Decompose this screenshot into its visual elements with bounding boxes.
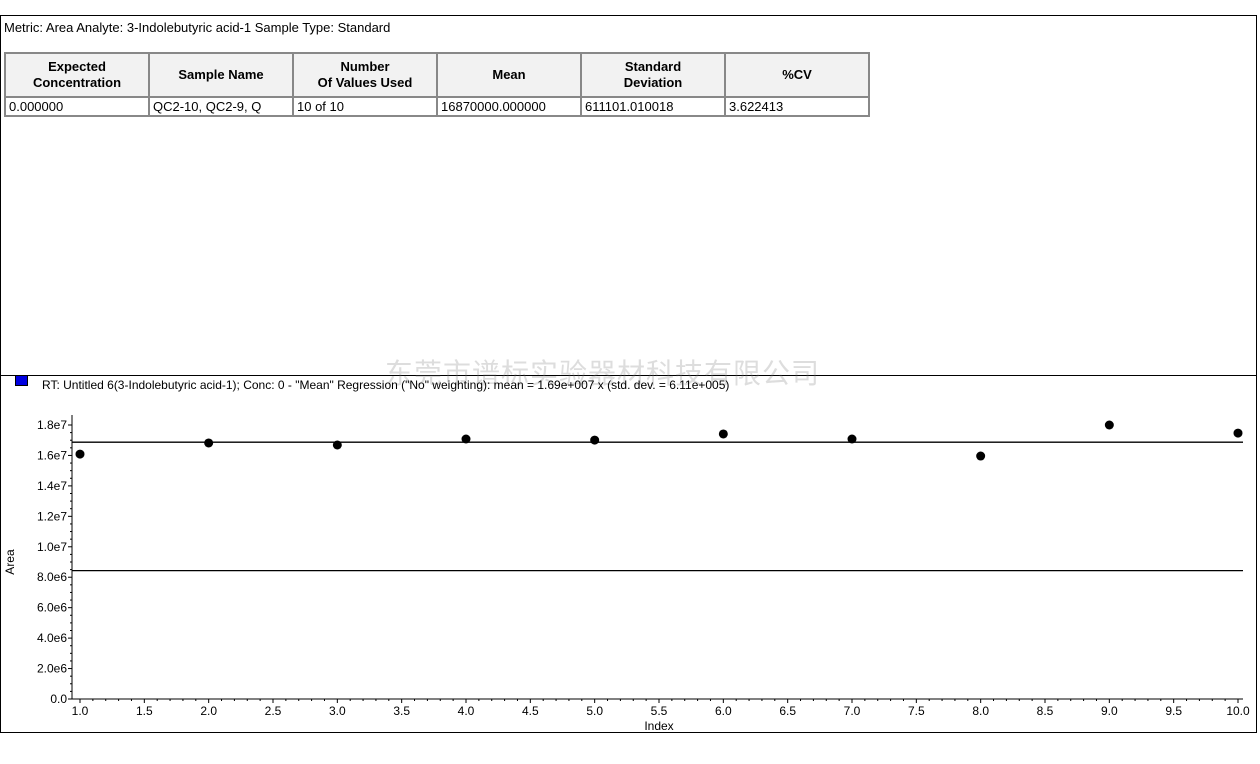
x-tick-label: 4.0 [458, 704, 475, 718]
x-axis-label: Index [644, 719, 673, 733]
report-frame: Metric: Area Analyte: 3-Indolebutyric ac… [0, 15, 1257, 733]
x-tick-label: 3.0 [329, 704, 346, 718]
x-tick-label: 7.5 [908, 704, 925, 718]
x-tick-label: 8.5 [1037, 704, 1054, 718]
data-point [204, 438, 214, 448]
y-tick-label: 1.8e7 [37, 418, 67, 432]
y-tick-label: 1.2e7 [37, 509, 67, 523]
y-tick-label: 4.0e6 [37, 631, 67, 645]
column-header: Standard Deviation [580, 52, 726, 98]
y-tick-label: 8.0e6 [37, 570, 67, 584]
y-tick-label: 6.0e6 [37, 601, 67, 615]
x-tick-label: 6.5 [779, 704, 796, 718]
x-tick-label: 2.0 [200, 704, 217, 718]
column-header: Sample Name [148, 52, 294, 98]
column-header: Mean [436, 52, 582, 98]
x-tick-label: 9.5 [1165, 704, 1182, 718]
y-tick-label: 1.6e7 [37, 448, 67, 462]
y-axis-label: Area [3, 549, 17, 575]
data-point [976, 451, 986, 461]
y-tick-label: 1.0e7 [37, 540, 67, 554]
x-tick-label: 5.0 [586, 704, 603, 718]
x-tick-label: 5.5 [651, 704, 668, 718]
data-point [590, 435, 600, 445]
table-cell: 611101.010018 [580, 96, 726, 117]
table-cell: QC2-10, QC2-9, Q [148, 96, 294, 117]
report-meta: Metric: Area Analyte: 3-Indolebutyric ac… [4, 20, 391, 35]
watermark: 东莞市谱标实验器材科技有限公司 [385, 357, 821, 390]
data-point [847, 434, 857, 444]
y-tick-label: 0.0 [50, 692, 67, 706]
x-tick-label: 7.0 [844, 704, 861, 718]
summary-table: Expected Concentration Sample Name Number Of… [4, 52, 870, 117]
data-point [461, 434, 471, 444]
data-point [75, 449, 85, 459]
table-cell: 16870000.000000 [436, 96, 582, 117]
x-tick-label: 2.5 [265, 704, 282, 718]
y-tick-label: 1.4e7 [37, 479, 67, 493]
x-tick-label: 6.0 [715, 704, 732, 718]
y-tick-label: 2.0e6 [37, 662, 67, 676]
x-tick-label: 4.5 [522, 704, 539, 718]
table-cell: 3.622413 [724, 96, 870, 117]
legend-text: RT: Untitled 6(3-Indolebutyric acid-1); … [42, 378, 730, 392]
x-tick-label: 1.5 [136, 704, 153, 718]
table-cell: 10 of 10 [292, 96, 438, 117]
data-point [332, 440, 342, 450]
column-header: %CV [724, 52, 870, 98]
divider [1, 375, 1256, 376]
data-point [718, 429, 728, 439]
table-cell: 0.000000 [4, 96, 150, 117]
column-header: Expected Concentration [4, 52, 150, 98]
data-point [1104, 420, 1114, 430]
legend-swatch [15, 375, 28, 386]
table-row: 0.000000 QC2-10, QC2-9, Q 10 of 10 16870000… [4, 96, 870, 117]
x-tick-label: 10.0 [1226, 704, 1250, 718]
column-header: Number Of Values Used [292, 52, 438, 98]
x-tick-label: 1.0 [72, 704, 89, 718]
x-tick-label: 8.0 [972, 704, 989, 718]
x-tick-label: 9.0 [1101, 704, 1118, 718]
data-point [1233, 428, 1243, 438]
x-tick-label: 3.5 [393, 704, 410, 718]
